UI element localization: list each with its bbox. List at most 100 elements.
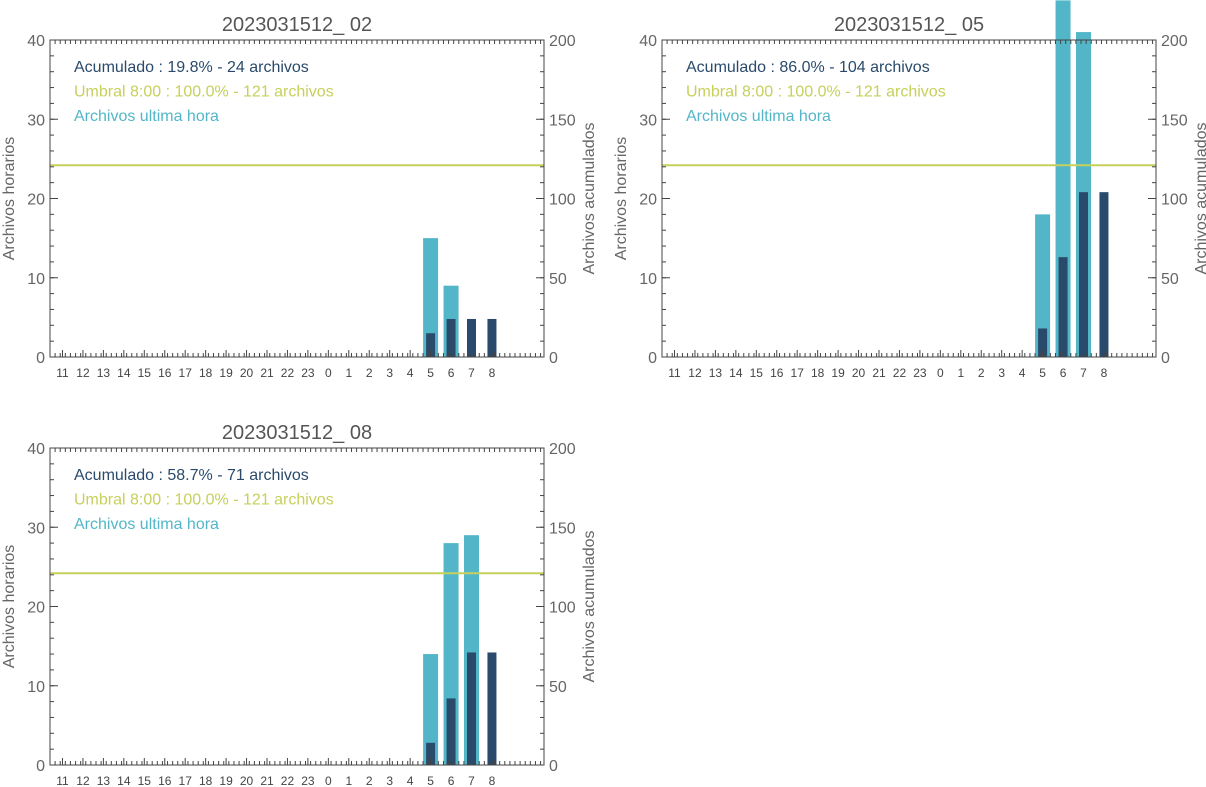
x-tick-label: 4 (1019, 366, 1026, 380)
x-tick-label: 16 (770, 366, 784, 380)
y-axis-label-right: Archivos acumulados (1193, 122, 1206, 274)
x-tick-label: 7 (468, 366, 475, 380)
legend-entry: Archivos ultima hora (74, 516, 219, 533)
chart-title: 2023031512_ 08 (222, 422, 372, 444)
y-tick-left: 10 (639, 271, 657, 288)
x-tick-label: 8 (489, 774, 496, 787)
x-tick-label: 14 (729, 366, 743, 380)
legend-entry: Acumulado : 86.0% - 104 archivos (686, 59, 930, 76)
legend-entry: Umbral 8:00 : 100.0% - 121 archivos (74, 492, 334, 509)
cumulative-bar (426, 333, 436, 357)
x-tick-label: 15 (138, 366, 152, 380)
cumulative-bar (426, 742, 436, 765)
x-tick-label: 19 (219, 774, 233, 787)
cumulative-bar (1099, 192, 1109, 357)
x-tick-label: 21 (872, 366, 886, 380)
y-axis-label-right: Archivos acumulados (581, 122, 598, 274)
legend-entry: Acumulado : 58.7% - 71 archivos (74, 467, 309, 484)
x-tick-label: 11 (56, 366, 69, 380)
y-tick-right: 200 (549, 441, 576, 458)
y-tick-right: 100 (549, 600, 576, 617)
x-tick-label: 3 (386, 774, 393, 787)
hourly-bar (1035, 214, 1051, 357)
y-tick-right: 50 (549, 271, 567, 288)
x-tick-label: 20 (852, 366, 866, 380)
x-tick-label: 15 (750, 366, 764, 380)
legend-entry: Umbral 8:00 : 100.0% - 121 archivos (74, 84, 334, 101)
x-tick-label: 21 (260, 774, 274, 787)
y-tick-right: 0 (1161, 350, 1170, 367)
x-tick-label: 0 (325, 774, 332, 787)
hourly-bar (423, 238, 439, 357)
x-tick-label: 4 (407, 366, 414, 380)
x-tick-label: 16 (158, 366, 172, 380)
y-tick-left: 0 (36, 350, 45, 367)
x-tick-label: 13 (97, 366, 111, 380)
x-tick-label: 7 (468, 774, 475, 787)
x-tick-label: 6 (448, 366, 455, 380)
x-tick-label: 11 (668, 366, 681, 380)
x-tick-label: 5 (427, 774, 434, 787)
y-tick-left: 40 (27, 441, 45, 458)
x-tick-label: 18 (199, 366, 213, 380)
x-tick-label: 21 (260, 366, 274, 380)
y-tick-right: 0 (549, 758, 558, 775)
cumulative-bar (1079, 192, 1088, 357)
x-tick-label: 17 (179, 366, 193, 380)
cumulative-bar (1058, 257, 1068, 357)
x-tick-label: 5 (427, 366, 434, 380)
x-tick-label: 3 (998, 366, 1005, 380)
cumulative-bar (467, 318, 476, 357)
x-tick-label: 19 (831, 366, 845, 380)
x-tick-label: 15 (138, 774, 152, 787)
y-tick-left: 0 (648, 350, 657, 367)
x-tick-label: 0 (937, 366, 944, 380)
x-tick-label: 2 (366, 366, 373, 380)
chart-title: 2023031512_ 05 (834, 14, 984, 36)
y-axis-label-left: Archivos horarios (1, 545, 18, 669)
x-tick-label: 2 (978, 366, 985, 380)
legend-entry: Umbral 8:00 : 100.0% - 121 archivos (686, 84, 946, 101)
x-tick-label: 13 (97, 774, 111, 787)
x-tick-label: 4 (407, 774, 414, 787)
x-tick-label: 1 (345, 366, 352, 380)
y-tick-left: 30 (27, 520, 45, 537)
y-axis-label-left: Archivos horarios (1, 137, 18, 261)
x-tick-label: 23 (913, 366, 927, 380)
x-tick-label: 12 (76, 774, 90, 787)
y-tick-right: 50 (549, 679, 567, 696)
x-tick-label: 17 (179, 774, 193, 787)
y-axis-label-left: Archivos horarios (613, 137, 630, 261)
legend-entry: Acumulado : 19.8% - 24 archivos (74, 59, 309, 76)
x-tick-label: 23 (301, 366, 315, 380)
x-tick-label: 8 (1101, 366, 1108, 380)
x-tick-label: 1 (957, 366, 964, 380)
x-tick-label: 12 (688, 366, 702, 380)
y-tick-right: 150 (549, 520, 576, 537)
y-tick-right: 150 (1161, 112, 1188, 129)
x-tick-label: 7 (1080, 366, 1087, 380)
y-tick-right: 100 (549, 192, 576, 209)
bars (1035, 0, 1109, 357)
y-tick-right: 100 (1161, 192, 1188, 209)
y-tick-left: 40 (639, 33, 657, 50)
y-tick-right: 200 (1161, 33, 1188, 50)
y-tick-left: 20 (27, 600, 45, 617)
x-tick-label: 18 (811, 366, 825, 380)
x-tick-label: 14 (117, 366, 131, 380)
x-tick-label: 2 (366, 774, 373, 787)
x-tick-label: 14 (117, 774, 131, 787)
x-tick-label: 6 (448, 774, 455, 787)
x-tick-label: 20 (240, 366, 254, 380)
cumulative-bar (1038, 328, 1048, 357)
x-tick-label: 1 (345, 774, 352, 787)
legend-entry: Archivos ultima hora (686, 108, 831, 125)
cumulative-bar (446, 698, 456, 765)
y-tick-left: 30 (27, 112, 45, 129)
y-tick-left: 10 (27, 679, 45, 696)
x-tick-label: 18 (199, 774, 213, 787)
x-tick-label: 5 (1039, 366, 1046, 380)
